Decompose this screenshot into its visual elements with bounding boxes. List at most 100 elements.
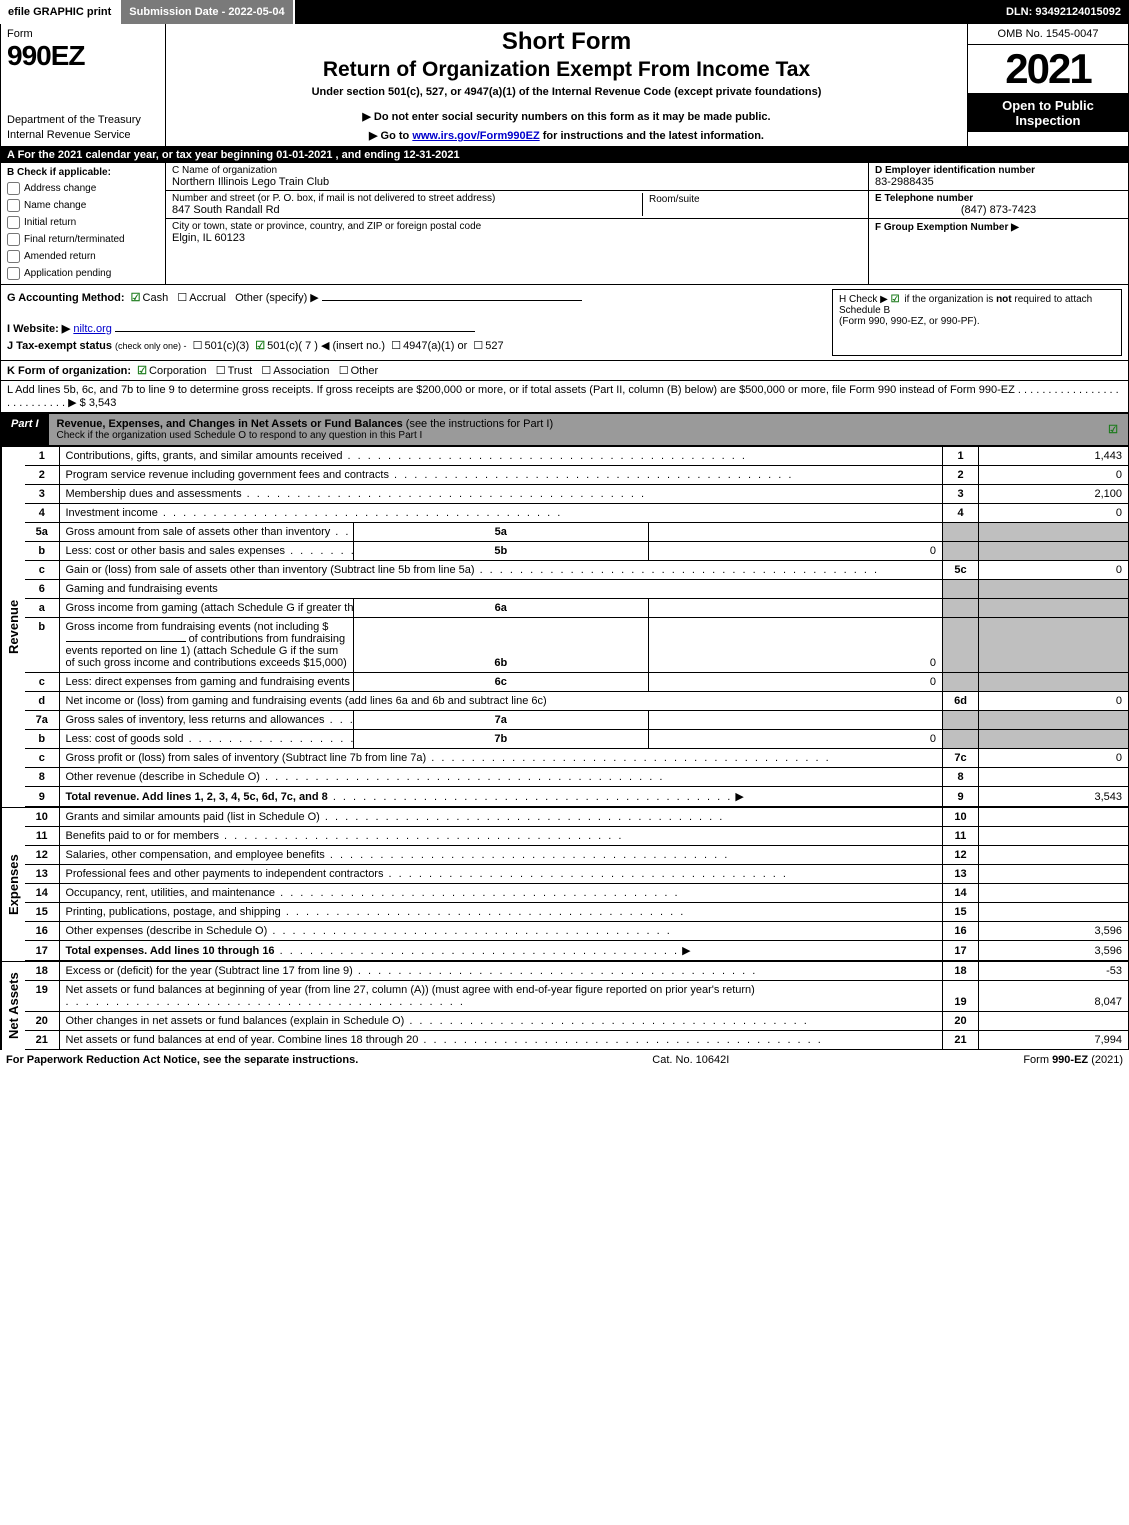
group-label: F Group Exemption Number ▶ <box>875 222 1019 233</box>
chk-501c[interactable] <box>255 340 267 352</box>
warning-ssn: ▶ Do not enter social security numbers o… <box>174 110 959 123</box>
part-1-checkline: Check if the organization used Schedule … <box>57 430 554 441</box>
submission-date: Submission Date - 2022-05-04 <box>121 0 294 24</box>
top-bar: efile GRAPHIC print Submission Date - 20… <box>0 0 1129 24</box>
other-specify-blank[interactable] <box>322 289 582 301</box>
line-6d: d Net income or (loss) from gaming and f… <box>25 692 1129 711</box>
chk-assoc[interactable] <box>261 365 273 377</box>
row-a-calendar-year: A For the 2021 calendar year, or tax yea… <box>0 147 1129 163</box>
row-l: L Add lines 5b, 6c, and 7b to line 9 to … <box>0 381 1129 413</box>
org-name-value: Northern Illinois Lego Train Club <box>172 176 862 188</box>
line-i: I Website: ▶ niltc.org <box>7 320 824 335</box>
row-k: K Form of organization: Corporation Trus… <box>0 361 1129 381</box>
line-16: 16 Other expenses (describe in Schedule … <box>25 922 1129 941</box>
line-6a: a Gross income from gaming (attach Sched… <box>25 599 1129 618</box>
form-title: Return of Organization Exempt From Incom… <box>174 58 959 82</box>
identity-block: B Check if applicable: Address change Na… <box>0 163 1129 285</box>
revenue-label: Revenue <box>1 446 25 807</box>
chk-accrual[interactable] <box>177 292 189 304</box>
line-17: 17 Total expenses. Add lines 10 through … <box>25 941 1129 961</box>
ein-label: D Employer identification number <box>875 165 1122 176</box>
org-name-row: C Name of organization Northern Illinois… <box>166 163 868 191</box>
website-link[interactable]: niltc.org <box>73 323 112 335</box>
part-1-desc: Revenue, Expenses, and Changes in Net As… <box>49 414 1128 445</box>
chk-amended-return[interactable]: Amended return <box>7 250 159 263</box>
group-exemption-row: F Group Exemption Number ▶ <box>869 219 1128 284</box>
chk-h[interactable] <box>891 294 902 305</box>
line-8: 8 Other revenue (describe in Schedule O)… <box>25 768 1129 787</box>
short-form-title: Short Form <box>174 28 959 56</box>
street-value: 847 South Randall Rd <box>172 204 636 216</box>
warning-goto: ▶ Go to www.irs.gov/Form990EZ for instru… <box>174 129 959 142</box>
line-13: 13 Professional fees and other payments … <box>25 865 1129 884</box>
line-19: 19 Net assets or fund balances at beginn… <box>25 981 1129 1012</box>
line-14: 14 Occupancy, rent, utilities, and maint… <box>25 884 1129 903</box>
line-21: 21 Net assets or fund balances at end of… <box>25 1031 1129 1050</box>
i-label: I Website: ▶ <box>7 323 70 335</box>
line-12: 12 Salaries, other compensation, and emp… <box>25 846 1129 865</box>
net-assets-table: 18 Excess or (deficit) for the year (Sub… <box>25 961 1129 1050</box>
chk-trust[interactable] <box>216 365 228 377</box>
line-10: 10 Grants and similar amounts paid (list… <box>25 808 1129 827</box>
org-name-label: C Name of organization <box>172 165 862 176</box>
room-label: Room/suite <box>649 194 700 205</box>
goto-pre: ▶ Go to <box>369 130 412 142</box>
line-3: 3 Membership dues and assessments 3 2,10… <box>25 485 1129 504</box>
dln: DLN: 93492124015092 <box>998 0 1129 24</box>
line-j: J Tax-exempt status (check only one) - 5… <box>7 339 824 352</box>
line-7a: 7a Gross sales of inventory, less return… <box>25 711 1129 730</box>
block-b-checkboxes: B Check if applicable: Address change Na… <box>1 163 166 284</box>
page-footer: For Paperwork Reduction Act Notice, see … <box>0 1050 1129 1070</box>
net-assets-section: Net Assets 18 Excess or (deficit) for th… <box>0 961 1129 1050</box>
city-value: Elgin, IL 60123 <box>172 232 862 244</box>
chk-other[interactable] <box>339 365 351 377</box>
city-label: City or town, state or province, country… <box>172 221 862 232</box>
part-1-title: Revenue, Expenses, and Changes in Net As… <box>57 418 403 430</box>
org-city-row: City or town, state or province, country… <box>166 219 868 246</box>
form-number: 990EZ <box>7 40 159 72</box>
chk-527[interactable] <box>473 340 485 352</box>
chk-application-pending[interactable]: Application pending <box>7 267 159 280</box>
h-text1: H Check ▶ <box>839 294 891 305</box>
org-street-row: Number and street (or P. O. box, if mail… <box>166 191 868 219</box>
chk-address-change[interactable]: Address change <box>7 182 159 195</box>
chk-cash[interactable] <box>131 292 143 304</box>
chk-initial-return[interactable]: Initial return <box>7 216 159 229</box>
chk-corp[interactable] <box>137 365 149 377</box>
irs-link[interactable]: www.irs.gov/Form990EZ <box>412 130 539 142</box>
line-5c: c Gain or (loss) from sale of assets oth… <box>25 561 1129 580</box>
block-c-org-info: C Name of organization Northern Illinois… <box>166 163 868 284</box>
chk-4947[interactable] <box>391 340 403 352</box>
chk-name-change[interactable]: Name change <box>7 199 159 212</box>
form-word: Form <box>7 28 159 40</box>
room-suite: Room/suite <box>642 193 862 216</box>
footer-mid: Cat. No. 10642I <box>652 1054 729 1066</box>
efile-print-label[interactable]: efile GRAPHIC print <box>0 0 121 24</box>
chk-501c3[interactable] <box>193 340 205 352</box>
line-5a: 5a Gross amount from sale of assets othe… <box>25 523 1129 542</box>
street-label: Number and street (or P. O. box, if mail… <box>172 193 636 204</box>
line-2: 2 Program service revenue including gove… <box>25 466 1129 485</box>
omb-number: OMB No. 1545-0047 <box>968 24 1128 45</box>
block-def: D Employer identification number 83-2988… <box>868 163 1128 284</box>
line-7b: b Less: cost of goods sold 7b 0 <box>25 730 1129 749</box>
revenue-table: 1 Contributions, gifts, grants, and simi… <box>25 446 1129 807</box>
part-1-checkbox[interactable] <box>1108 423 1120 436</box>
expenses-label: Expenses <box>1 807 25 961</box>
header-right: OMB No. 1545-0047 2021 Open to Public In… <box>968 24 1128 146</box>
part-1-tab: Part I <box>1 414 49 445</box>
line-g: G Accounting Method: Cash Accrual Other … <box>7 289 824 304</box>
revenue-section: Revenue 1 Contributions, gifts, grants, … <box>0 446 1129 807</box>
block-h: H Check ▶ if the organization is not req… <box>832 289 1122 356</box>
phone-value: (847) 873-7423 <box>875 204 1122 216</box>
header-center: Short Form Return of Organization Exempt… <box>166 24 968 146</box>
line-5b: b Less: cost or other basis and sales ex… <box>25 542 1129 561</box>
l-amount: $ 3,543 <box>80 397 117 409</box>
line-20: 20 Other changes in net assets or fund b… <box>25 1012 1129 1031</box>
net-assets-label: Net Assets <box>1 961 25 1050</box>
block-b-label: B Check if applicable: <box>7 167 111 178</box>
chk-final-return[interactable]: Final return/terminated <box>7 233 159 246</box>
line-6: 6 Gaming and fundraising events <box>25 580 1129 599</box>
line-15: 15 Printing, publications, postage, and … <box>25 903 1129 922</box>
j-label: J Tax-exempt status <box>7 340 112 352</box>
